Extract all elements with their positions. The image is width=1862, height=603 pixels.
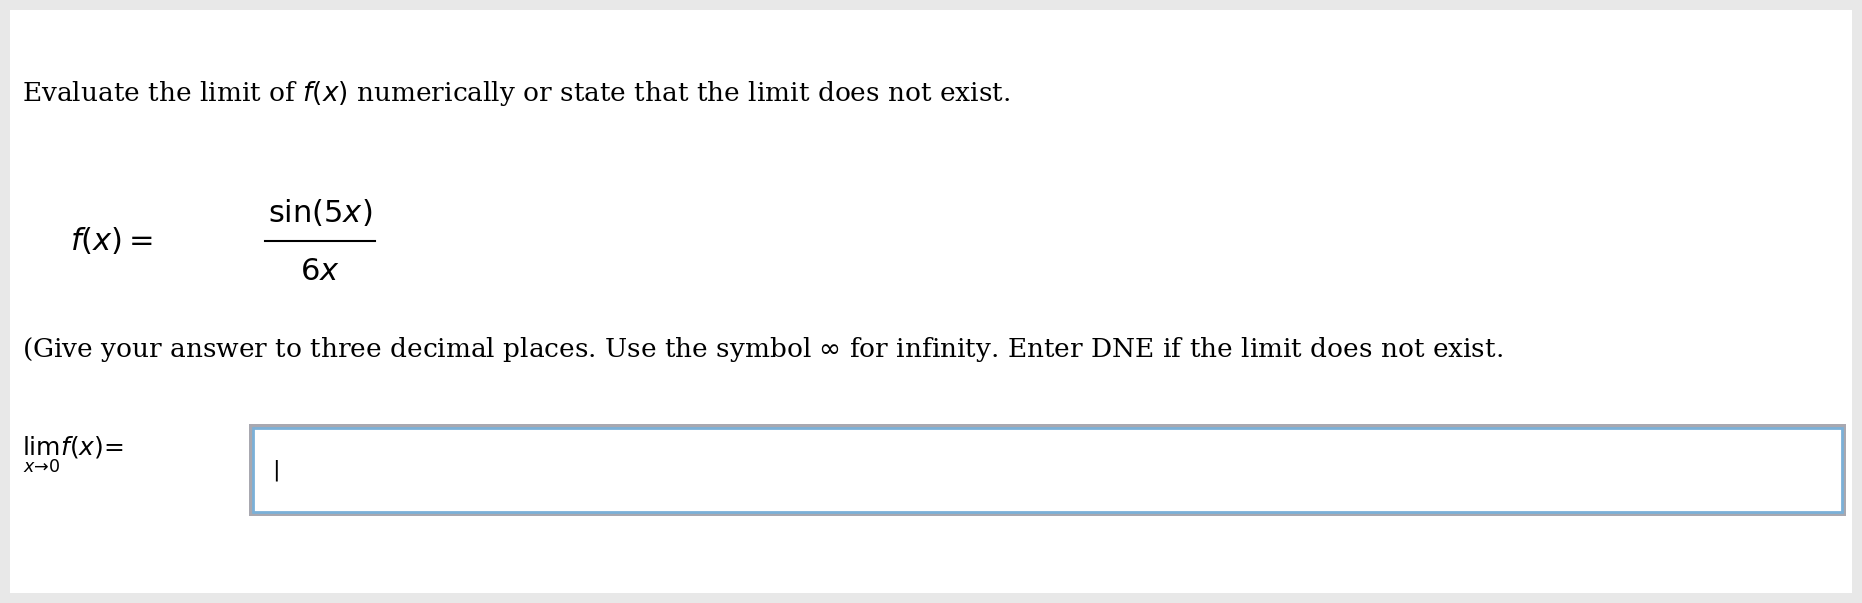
Text: $\mathrm{sin}(5x)$: $\mathrm{sin}(5x)$ [268,198,372,229]
Bar [253,428,1842,512]
Bar [9,10,1853,593]
Text: |: | [272,459,279,481]
Bar [250,424,1845,516]
Text: $6x$: $6x$ [300,256,341,286]
Text: Evaluate the limit of $f(x)$ numerically or state that the limit does not exist.: Evaluate the limit of $f(x)$ numerically… [22,79,1011,108]
Text: (Give your answer to three decimal places. Use the symbol $\infty$ for infinity.: (Give your answer to three decimal place… [22,335,1503,364]
Bar [255,430,1840,510]
Text: $\lim_{x \to 0} f(x) =$: $\lim_{x \to 0} f(x) =$ [22,435,123,475]
Text: $f(x) =$: $f(x) =$ [71,226,153,257]
